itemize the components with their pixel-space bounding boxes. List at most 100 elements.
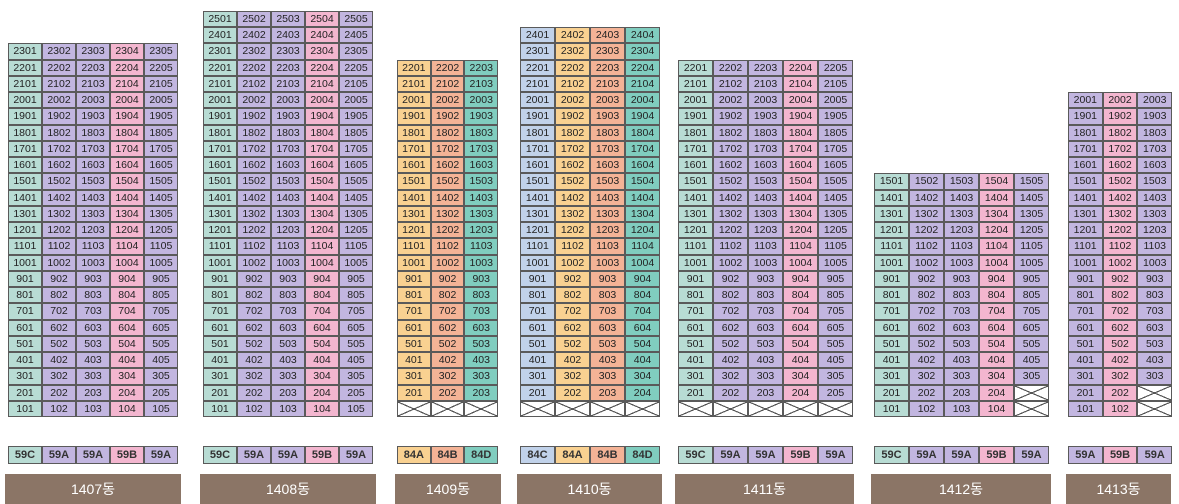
unit-cell: 902 [237,270,271,287]
unit-cell: 802 [430,287,465,304]
unit-type-badge: 59A [909,446,944,464]
unit-cell: 1503 [1137,173,1173,190]
unit-cell: 304 [110,368,144,385]
unit-cell: 1003 [944,254,979,271]
unit-cell: 903 [944,270,979,287]
unit-cell: 1204 [625,222,660,239]
unit-cell: 1003 [590,254,625,271]
unit-cell: 801 [678,287,713,304]
unit-cell: 1002 [237,254,271,271]
unit-cell: 1201 [8,222,42,239]
unit-cell: 1105 [818,238,853,255]
unit-cell: 2003 [271,92,305,109]
unit-cell: 1904 [110,108,144,125]
unit-cell: 2204 [783,59,818,76]
unit-cell: 805 [339,287,373,304]
unit-cell: 1605 [339,157,373,174]
unit-type-badge: 84C [520,446,555,464]
unit-cell: 1102 [42,238,76,255]
unit-cell: 1104 [625,238,660,255]
unit-cell: 501 [874,335,909,352]
unit-cell: 1401 [203,189,237,206]
empty-unit-cell [783,400,818,417]
unit-cell: 1201 [397,222,431,239]
unit-cell: 2402 [555,27,590,44]
unit-cell: 402 [713,352,748,369]
unit-cell: 1803 [76,124,110,141]
unit-cell: 1102 [555,238,590,255]
unit-cell: 1303 [1137,205,1173,222]
unit-cell: 1003 [1137,254,1173,271]
unit-cell: 2502 [237,10,271,27]
unit-type-badge: 84D [625,446,660,464]
unit-cell: 1003 [76,254,110,271]
unit-cell: 505 [1014,335,1049,352]
unit-cell: 303 [944,368,979,385]
unit-cell: 401 [520,352,555,369]
unit-cell: 905 [339,270,373,287]
unit-cell: 201 [8,384,42,401]
unit-cell: 2202 [237,59,271,76]
unit-cell: 1205 [818,222,853,239]
unit-cell: 201 [678,384,713,401]
unit-cell: 2204 [110,59,144,76]
unit-cell: 2203 [76,59,110,76]
unit-cell: 1902 [713,108,748,125]
unit-cell: 1504 [110,173,144,190]
unit-cell: 2304 [625,43,660,60]
unit-cell: 901 [1068,270,1103,287]
unit-cell: 1501 [8,173,42,190]
unit-cell: 1403 [271,189,305,206]
unit-cell: 1503 [590,173,625,190]
unit-cell: 1404 [110,189,144,206]
unit-cell: 701 [203,303,237,320]
unit-cell: 1503 [271,173,305,190]
unit-cell: 602 [909,319,944,336]
unit-cell: 904 [110,270,144,287]
unit-cell: 803 [1137,287,1173,304]
unit-cell: 2404 [625,27,660,44]
unit-cell: 2004 [625,92,660,109]
unit-cell: 1203 [271,222,305,239]
unit-cell: 302 [555,368,590,385]
unit-cell: 1101 [520,238,555,255]
unit-cell: 102 [1102,400,1138,417]
unit-cell: 2105 [339,75,373,92]
unit-cell: 102 [42,400,76,417]
unit-cell: 901 [520,270,555,287]
unit-cell: 703 [271,303,305,320]
unit-cell: 2503 [271,10,305,27]
unit-cell: 1404 [979,189,1014,206]
unit-cell: 1903 [748,108,783,125]
unit-cell: 2103 [76,75,110,92]
unit-cell: 1004 [783,254,818,271]
unit-cell: 1302 [1102,205,1138,222]
unit-cell: 1501 [397,173,431,190]
unit-cell: 1704 [110,140,144,157]
unit-cell: 1004 [625,254,660,271]
unit-cell: 1405 [339,189,373,206]
unit-cell: 504 [110,335,144,352]
unit-cell: 1103 [76,238,110,255]
unit-cell: 1701 [397,140,431,157]
unit-cell: 1102 [1102,238,1138,255]
unit-type-badge: 59A [76,446,110,464]
unit-cell: 1303 [590,205,625,222]
unit-cell: 703 [1137,303,1173,320]
unit-cell: 1402 [1102,189,1138,206]
unit-cell: 1102 [430,238,465,255]
unit-cell: 701 [874,303,909,320]
unit-cell: 705 [144,303,178,320]
unit-cell: 1402 [42,189,76,206]
unit-cell: 602 [42,319,76,336]
unit-cell: 1001 [678,254,713,271]
unit-cell: 203 [464,384,499,401]
unit-cell: 603 [1137,319,1173,336]
unit-cell: 602 [713,319,748,336]
empty-unit-cell [1137,384,1173,401]
unit-cell: 104 [305,400,339,417]
unit-cell: 1601 [678,157,713,174]
unit-type-badge: 59A [42,446,76,464]
unit-cell: 1403 [748,189,783,206]
unit-cell: 1102 [713,238,748,255]
